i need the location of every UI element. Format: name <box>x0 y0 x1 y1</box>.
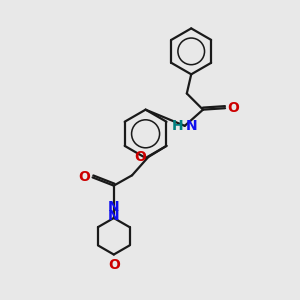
Text: N: N <box>108 200 120 214</box>
Text: O: O <box>135 150 146 164</box>
Text: O: O <box>108 258 120 272</box>
Text: O: O <box>78 170 90 184</box>
Text: N: N <box>186 119 198 133</box>
Text: H: H <box>172 119 183 133</box>
Text: N: N <box>108 209 120 223</box>
Text: O: O <box>227 101 239 115</box>
